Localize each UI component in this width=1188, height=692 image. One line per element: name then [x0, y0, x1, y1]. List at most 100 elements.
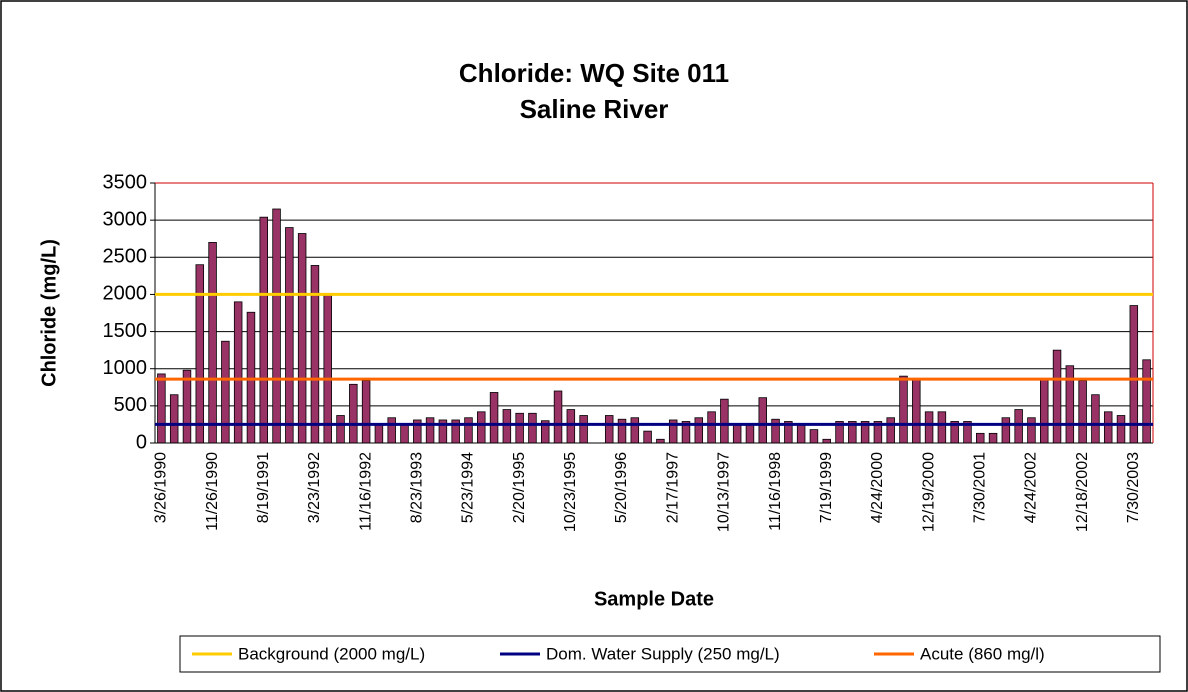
- bar: [464, 417, 473, 444]
- bar: [349, 383, 358, 444]
- bar: [489, 392, 499, 444]
- y-tick-label: 3000: [103, 208, 148, 230]
- bar: [1014, 409, 1023, 444]
- y-tick-label: 2000: [103, 283, 148, 305]
- bar: [937, 411, 947, 444]
- bar: [400, 423, 409, 444]
- bar: [822, 438, 831, 444]
- x-tick-label: 11/26/1990: [204, 452, 221, 531]
- x-tick-label: 3/26/1990: [153, 452, 170, 523]
- bar: [720, 398, 729, 444]
- bar: [886, 417, 895, 444]
- legend-label: Acute (860 mg/l): [920, 644, 1045, 663]
- bar: [477, 411, 486, 444]
- legend-box: [179, 635, 1161, 673]
- bar: [912, 378, 921, 444]
- bar: [1027, 417, 1036, 444]
- x-tick-label: 5/23/1994: [460, 452, 477, 523]
- bar: [809, 429, 819, 444]
- bar: [361, 380, 371, 444]
- x-tick-label: 8/19/1991: [255, 452, 272, 523]
- bar: [707, 411, 716, 444]
- bar: [732, 424, 742, 444]
- bar: [208, 242, 217, 444]
- bar: [771, 418, 780, 444]
- bar: [1142, 359, 1151, 444]
- bar: [323, 294, 332, 444]
- bar: [617, 418, 627, 444]
- bar: [656, 438, 665, 444]
- bar: [976, 432, 985, 444]
- y-tick-label: 3500: [103, 171, 148, 193]
- y-tick-label: 1500: [103, 320, 148, 342]
- bar: [745, 424, 755, 444]
- bar: [1129, 305, 1139, 444]
- bar: [374, 424, 384, 444]
- bar: [182, 369, 192, 444]
- chart-title: Chloride: WQ Site 011: [459, 58, 729, 88]
- x-tick-label: 7/30/2001: [971, 452, 988, 523]
- bar: [221, 340, 230, 444]
- legend-label: Dom. Water Supply (250 mg/L): [546, 644, 780, 663]
- x-tick-label: 11/16/1998: [767, 452, 784, 531]
- bar: [336, 415, 345, 444]
- bar: [988, 432, 998, 444]
- x-tick-label: 10/23/1995: [562, 452, 579, 532]
- bar: [1040, 378, 1049, 444]
- x-tick-label: 4/24/2002: [1023, 452, 1040, 523]
- bar: [285, 227, 294, 444]
- x-axis-title: Sample Date: [594, 588, 714, 610]
- bar: [579, 415, 588, 444]
- bar: [604, 415, 614, 444]
- x-tick-label: 2/17/1997: [664, 452, 681, 523]
- x-tick-label: 4/24/2000: [869, 452, 886, 523]
- bar: [528, 412, 537, 444]
- bar: [643, 430, 652, 444]
- bar: [899, 375, 908, 444]
- y-tick-label: 500: [114, 394, 147, 416]
- bar: [630, 417, 640, 444]
- bar: [1103, 411, 1113, 444]
- legend-label: Background (2000 mg/L): [238, 644, 425, 663]
- bar: [272, 208, 281, 444]
- bar: [387, 417, 396, 444]
- bar: [694, 417, 704, 444]
- bar: [297, 233, 307, 444]
- x-tick-label: 10/13/1997: [716, 452, 733, 532]
- bar: [924, 411, 934, 444]
- chart-subtitle: Saline River: [520, 94, 669, 124]
- x-tick-label: 7/30/2003: [1125, 452, 1142, 523]
- bar: [1052, 349, 1062, 444]
- x-tick-label: 12/19/2000: [920, 452, 937, 532]
- bar: [758, 397, 767, 444]
- bar: [425, 417, 435, 444]
- bar: [1078, 380, 1087, 444]
- bar: [1091, 394, 1100, 444]
- bar: [233, 301, 243, 444]
- bar: [1116, 415, 1126, 444]
- bar: [566, 409, 576, 444]
- bar: [195, 264, 205, 444]
- x-tick-label: 3/23/1992: [306, 452, 323, 523]
- x-tick-label: 2/20/1995: [511, 452, 528, 523]
- y-tick-label: 1000: [103, 357, 148, 379]
- x-tick-label: 5/20/1996: [613, 452, 630, 523]
- x-tick-label: 12/18/2002: [1074, 452, 1091, 532]
- bar: [157, 373, 166, 444]
- y-tick-label: 0: [136, 431, 147, 453]
- y-tick-label: 2500: [103, 246, 148, 268]
- bar: [1001, 417, 1011, 444]
- y-axis-title: Chloride (mg/L): [38, 239, 60, 387]
- x-tick-label: 7/19/1999: [818, 452, 835, 523]
- bar: [515, 412, 524, 444]
- bar: [553, 390, 563, 444]
- bar: [169, 394, 179, 444]
- x-tick-label: 11/16/1992: [357, 452, 374, 531]
- bar: [259, 216, 268, 444]
- bar: [502, 409, 512, 444]
- bar: [310, 265, 320, 444]
- bar: [796, 424, 806, 444]
- bar: [1065, 365, 1075, 444]
- x-tick-label: 8/23/1993: [409, 452, 426, 523]
